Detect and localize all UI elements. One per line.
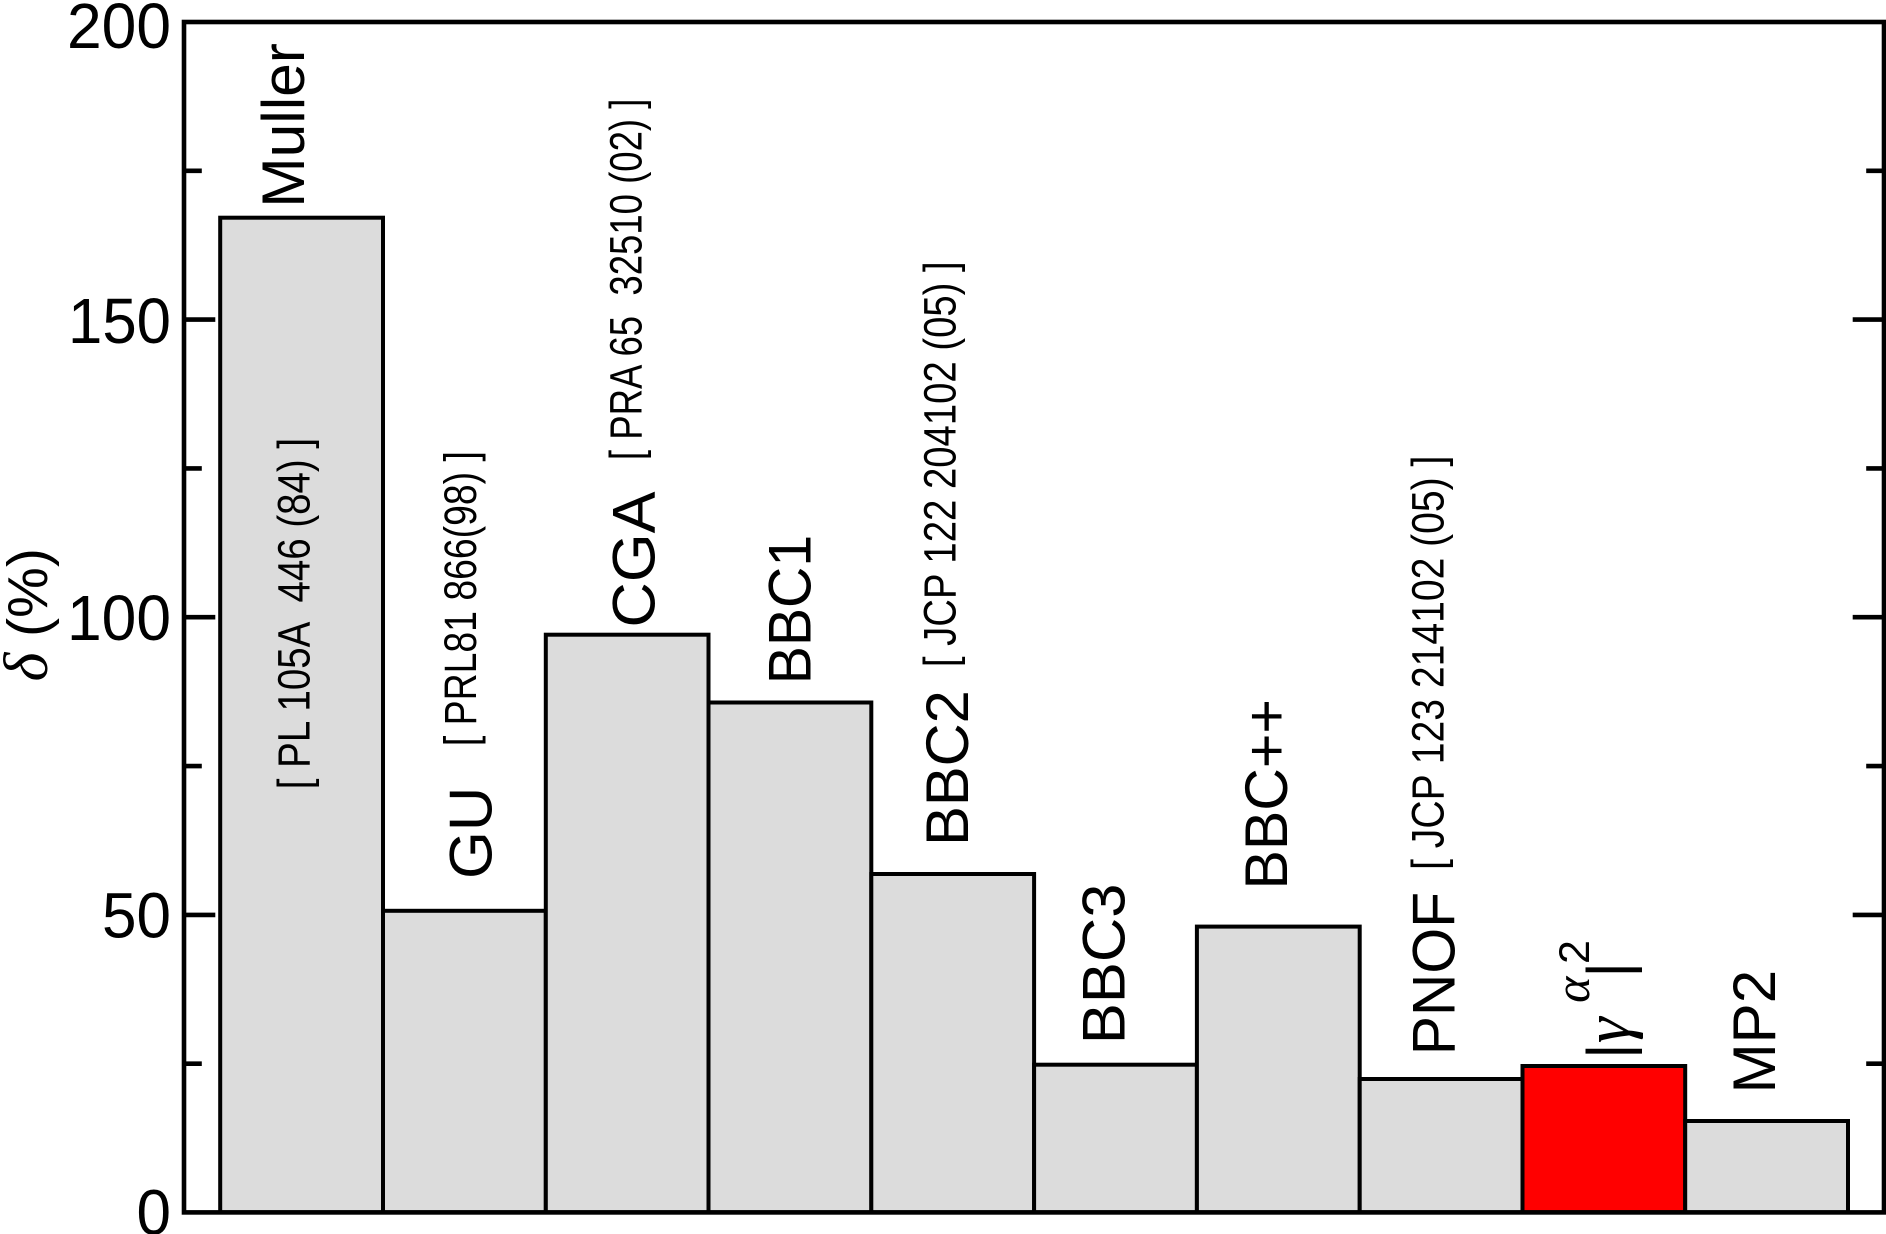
svg-text:0: 0 [137,1177,172,1234]
svg-text:BBC1: BBC1 [757,535,824,685]
svg-text:[ JCP 123 214102 (05) ]: [ JCP 123 214102 (05) ] [1402,456,1453,870]
svg-text:BBC2: BBC2 [914,690,981,846]
svg-text:[ PL 105A 446 (84) ]: [ PL 105A 446 (84) ] [269,438,320,789]
svg-text:BBC3: BBC3 [1070,884,1137,1045]
svg-text:50: 50 [102,880,171,952]
svg-text:MP2: MP2 [1721,970,1788,1094]
svg-text:150: 150 [68,285,171,357]
svg-text:[ PRA 65 32510 (02) ]: [ PRA 65 32510 (02) ] [601,99,652,461]
svg-text:Muller: Muller [250,43,317,208]
svg-text:[ PRL81 866(98) ]: [ PRL81 866(98) ] [435,451,486,746]
svg-text:GU: GU [438,787,505,879]
svg-text:BBC++: BBC++ [1233,699,1300,889]
svg-text:[ JCP 122 204102 (05) ]: [ JCP 122 204102 (05) ] [915,261,966,667]
svg-text:CGA: CGA [601,492,668,628]
svg-text:200: 200 [67,0,171,62]
svg-text:δ (%): δ (%) [0,548,61,681]
svg-text:100: 100 [67,582,171,654]
svg-text:PNOF: PNOF [1401,892,1468,1055]
